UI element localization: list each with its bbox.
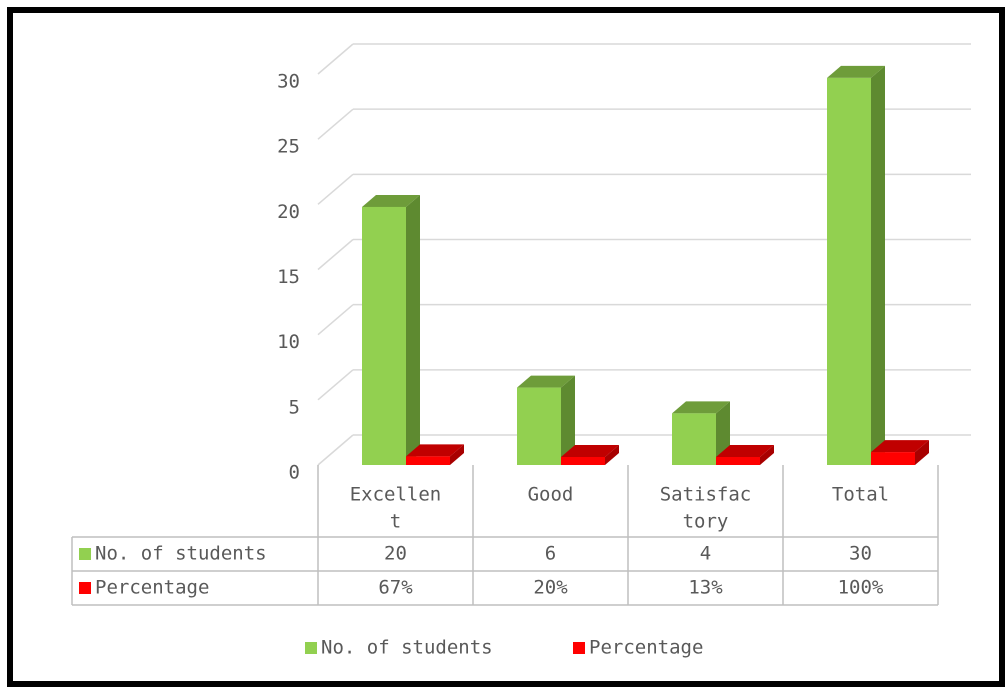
y-tick-label: 25 — [277, 136, 300, 158]
bar — [871, 452, 915, 465]
data-label: 4 — [700, 543, 711, 565]
bar-side — [450, 444, 464, 465]
legend-key — [305, 642, 317, 654]
data-label: 67% — [378, 577, 413, 599]
legend-key — [79, 582, 91, 594]
table-series-label: Percentage — [95, 577, 209, 599]
bar-top — [716, 445, 774, 457]
bar — [672, 413, 716, 465]
table-series-label: No. of students — [95, 543, 267, 565]
bar — [362, 206, 406, 465]
gridline-diagonal — [317, 173, 354, 205]
bar-side — [406, 194, 420, 465]
y-tick-label: 20 — [277, 201, 300, 223]
bar-top — [672, 401, 730, 414]
legend-key — [573, 642, 585, 654]
gridline-diagonal — [317, 434, 354, 466]
y-tick-label: 10 — [277, 331, 300, 353]
bar — [827, 77, 871, 465]
x-tick-label: Good — [528, 484, 574, 506]
bar-top — [362, 194, 420, 207]
bar-side — [760, 445, 774, 465]
bar-side — [561, 375, 575, 465]
x-tick-label: t — [390, 511, 401, 533]
data-label: 13% — [688, 577, 723, 599]
legend-entry: No. of students — [321, 637, 493, 659]
bar-side — [915, 440, 929, 465]
bar — [716, 457, 760, 465]
y-tick-label: 0 — [289, 462, 300, 484]
bar — [561, 457, 605, 465]
data-label: 30 — [849, 543, 872, 565]
bar-side — [871, 65, 885, 465]
data-label: 100% — [838, 577, 884, 599]
x-tick-label: Total — [832, 484, 889, 506]
gridline-diagonal — [317, 238, 354, 271]
bar — [517, 387, 561, 465]
gridline-diagonal — [317, 43, 354, 75]
bar-top — [517, 375, 575, 388]
y-tick-label: 5 — [289, 396, 300, 418]
data-label: 6 — [545, 543, 556, 565]
bar-side — [605, 445, 619, 465]
bar-top — [561, 445, 619, 457]
gridline-diagonal — [317, 108, 354, 140]
legend-key — [79, 548, 91, 560]
gridline-diagonal — [317, 369, 354, 401]
bar-top — [406, 444, 464, 457]
y-tick-label: 15 — [277, 266, 300, 288]
x-tick-label: tory — [683, 511, 729, 533]
x-tick-label: Satisfac — [660, 484, 752, 506]
legend-entry: Percentage — [589, 637, 703, 659]
bar — [406, 456, 450, 465]
bar-top — [827, 65, 885, 78]
bar-top — [871, 440, 929, 453]
x-tick-label: Excellen — [350, 484, 442, 506]
data-label: 20 — [384, 543, 407, 565]
y-tick-label: 30 — [277, 71, 300, 93]
data-label: 20% — [533, 577, 568, 599]
gridline-diagonal — [317, 304, 354, 336]
